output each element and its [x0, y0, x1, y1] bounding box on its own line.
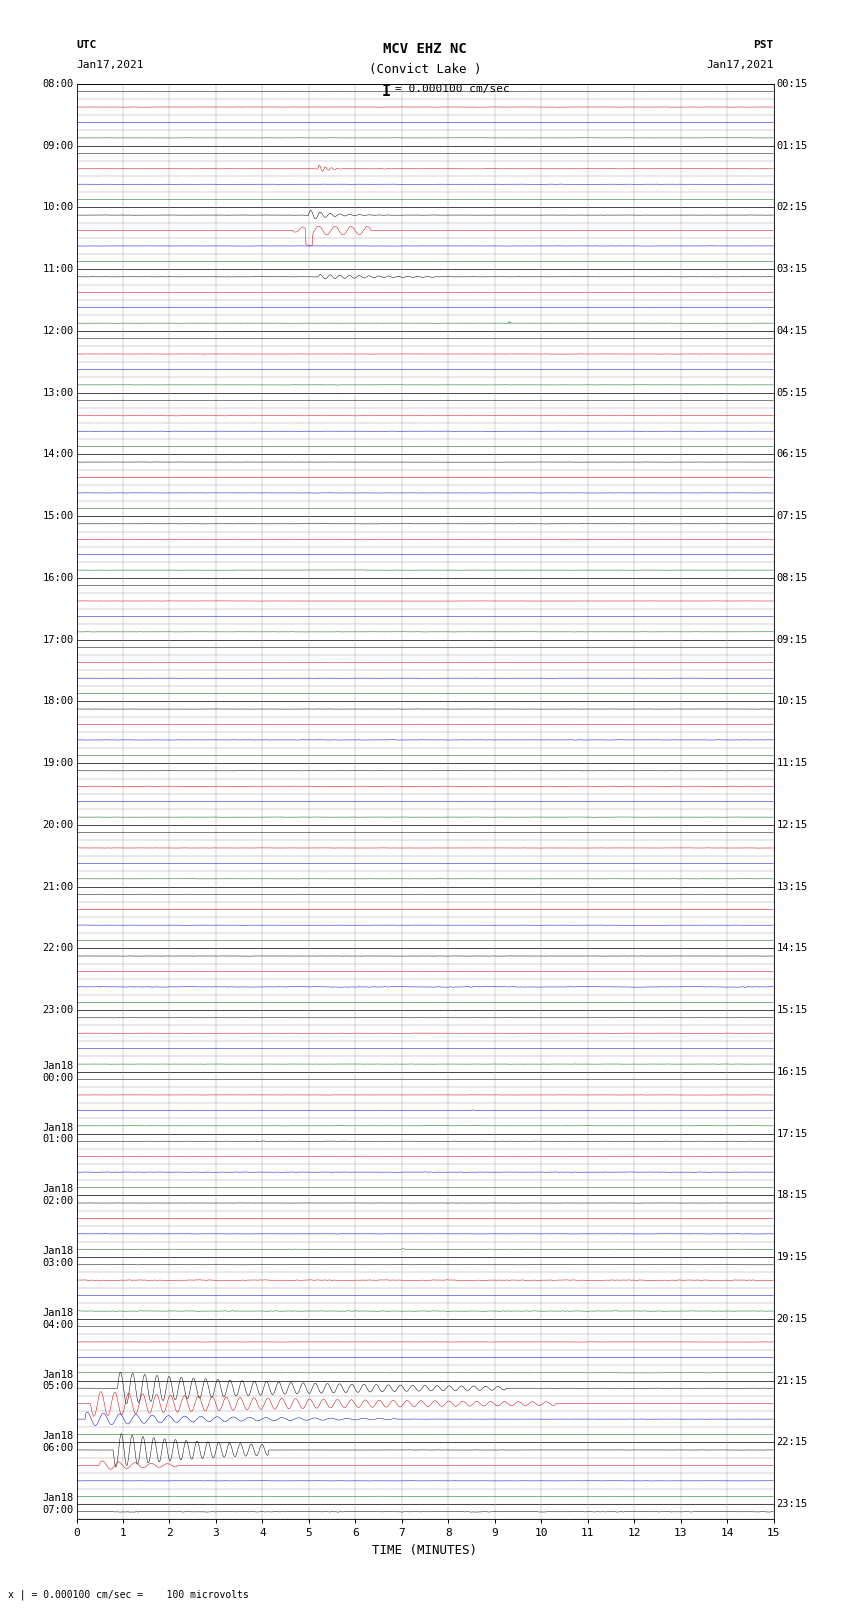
Text: MCV EHZ NC: MCV EHZ NC [383, 42, 467, 56]
Text: (Convict Lake ): (Convict Lake ) [369, 63, 481, 76]
Text: x | = 0.000100 cm/sec =    100 microvolts: x | = 0.000100 cm/sec = 100 microvolts [8, 1589, 249, 1600]
Text: PST: PST [753, 40, 774, 50]
Text: I: I [382, 84, 391, 98]
Text: Jan17,2021: Jan17,2021 [706, 60, 774, 69]
X-axis label: TIME (MINUTES): TIME (MINUTES) [372, 1544, 478, 1557]
Text: = 0.000100 cm/sec: = 0.000100 cm/sec [395, 84, 510, 94]
Text: Jan17,2021: Jan17,2021 [76, 60, 144, 69]
Text: UTC: UTC [76, 40, 97, 50]
